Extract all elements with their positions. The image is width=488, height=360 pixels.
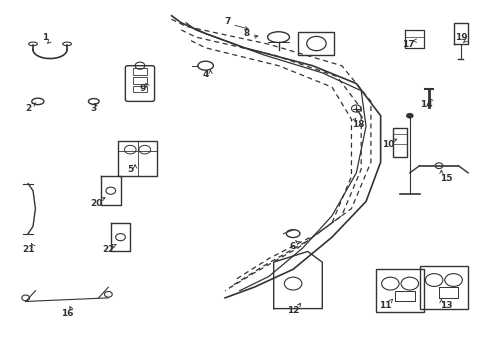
Text: 17: 17 (401, 40, 413, 49)
Text: 6: 6 (289, 242, 296, 251)
Text: 18: 18 (352, 120, 364, 129)
Bar (132, 86, 147, 93)
Text: 21: 21 (22, 245, 34, 254)
Text: 16: 16 (61, 310, 73, 319)
Text: 8: 8 (244, 29, 249, 38)
Text: 4: 4 (202, 70, 208, 79)
Bar (297, 32, 334, 55)
Circle shape (406, 113, 412, 118)
Text: 9: 9 (139, 84, 145, 93)
Text: 13: 13 (439, 301, 451, 310)
Text: 1: 1 (42, 33, 48, 42)
Text: 12: 12 (286, 306, 299, 315)
Text: 10: 10 (381, 140, 393, 149)
Bar (118, 141, 157, 176)
Text: 5: 5 (127, 165, 133, 174)
Bar (132, 77, 147, 84)
Bar (375, 269, 424, 312)
Text: 19: 19 (454, 33, 466, 42)
Text: 2: 2 (25, 104, 31, 113)
Text: 14: 14 (420, 100, 432, 109)
Text: 11: 11 (379, 301, 391, 310)
Text: 20: 20 (90, 199, 102, 208)
Text: 3: 3 (90, 104, 97, 113)
Bar (132, 68, 147, 75)
Bar (392, 128, 407, 157)
Text: 7: 7 (224, 17, 230, 26)
Bar (419, 266, 467, 309)
Text: 15: 15 (439, 174, 451, 183)
Text: 22: 22 (102, 245, 114, 254)
